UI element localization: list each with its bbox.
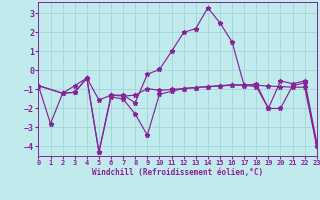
X-axis label: Windchill (Refroidissement éolien,°C): Windchill (Refroidissement éolien,°C) bbox=[92, 168, 263, 177]
